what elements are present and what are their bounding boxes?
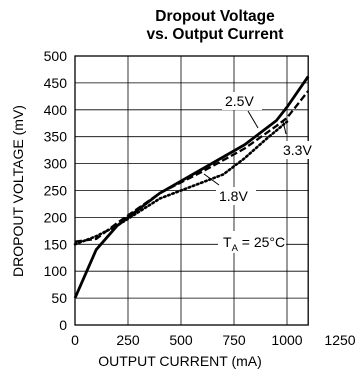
series-label-1-8v-bg: [216, 187, 256, 205]
x-tick-label: 250: [116, 332, 140, 348]
y-tick-label: 450: [44, 75, 68, 91]
series-label-3-3v-leader: [282, 120, 287, 135]
series-label-2-5v-bg: [222, 92, 262, 110]
chart-title-line-1: Dropout Voltage: [155, 8, 275, 25]
temperature-annotation-bg: [218, 231, 286, 253]
temperature-subscript: A: [232, 243, 239, 254]
series-label-2-5v-leader: [247, 110, 259, 129]
y-tick-label: 250: [44, 183, 68, 199]
series-label-2-5v: 2.5V: [225, 93, 254, 109]
label-layer: 2.5V 3.3V 1.8V TA = 25°C: [203, 92, 320, 254]
y-tick-label: 400: [44, 102, 68, 118]
series-label-1-8v-leader: [203, 173, 220, 186]
chart-title-line-2: vs. Output Current: [147, 26, 284, 43]
series-label-1-8v: 1.8V: [219, 188, 248, 204]
x-tick-label: 500: [169, 332, 193, 348]
y-tick-label: 350: [44, 129, 68, 145]
grid: [75, 56, 309, 325]
x-tick-label: 0: [71, 332, 79, 348]
temperature-value: = 25°C: [238, 234, 285, 250]
y-tick-label: 500: [44, 48, 68, 64]
series-label-3-3v-bg: [280, 141, 320, 159]
series-line-3-3v: [74, 90, 310, 243]
series-layer: [73, 75, 310, 299]
series-line-1-8v: [73, 120, 289, 246]
y-tick-label: 150: [44, 236, 68, 252]
temperature-symbol: T: [223, 234, 232, 250]
plot-area: [74, 55, 309, 326]
y-tick-label: 0: [59, 317, 67, 333]
temperature-annotation: TA = 25°C: [223, 234, 285, 254]
x-tick-label: 1000: [271, 332, 302, 348]
y-axis-title: DROPOUT VOLTAGE (mV): [10, 105, 26, 277]
x-tick-label: 1250: [324, 332, 355, 348]
y-tick-label: 50: [51, 290, 67, 306]
x-tick-label: 750: [222, 332, 246, 348]
tick-labels: 0 250 500 750 1000 1250 0 50 100 150 200 250 300 350 4…: [44, 48, 356, 348]
x-axis-title: OUTPUT CURRENT (mA): [98, 353, 262, 369]
y-tick-label: 200: [44, 209, 68, 225]
y-tick-label: 300: [44, 156, 68, 172]
series-line-2-5v: [73, 75, 310, 299]
y-tick-label: 100: [44, 263, 68, 279]
series-label-3-3v: 3.3V: [283, 142, 312, 158]
